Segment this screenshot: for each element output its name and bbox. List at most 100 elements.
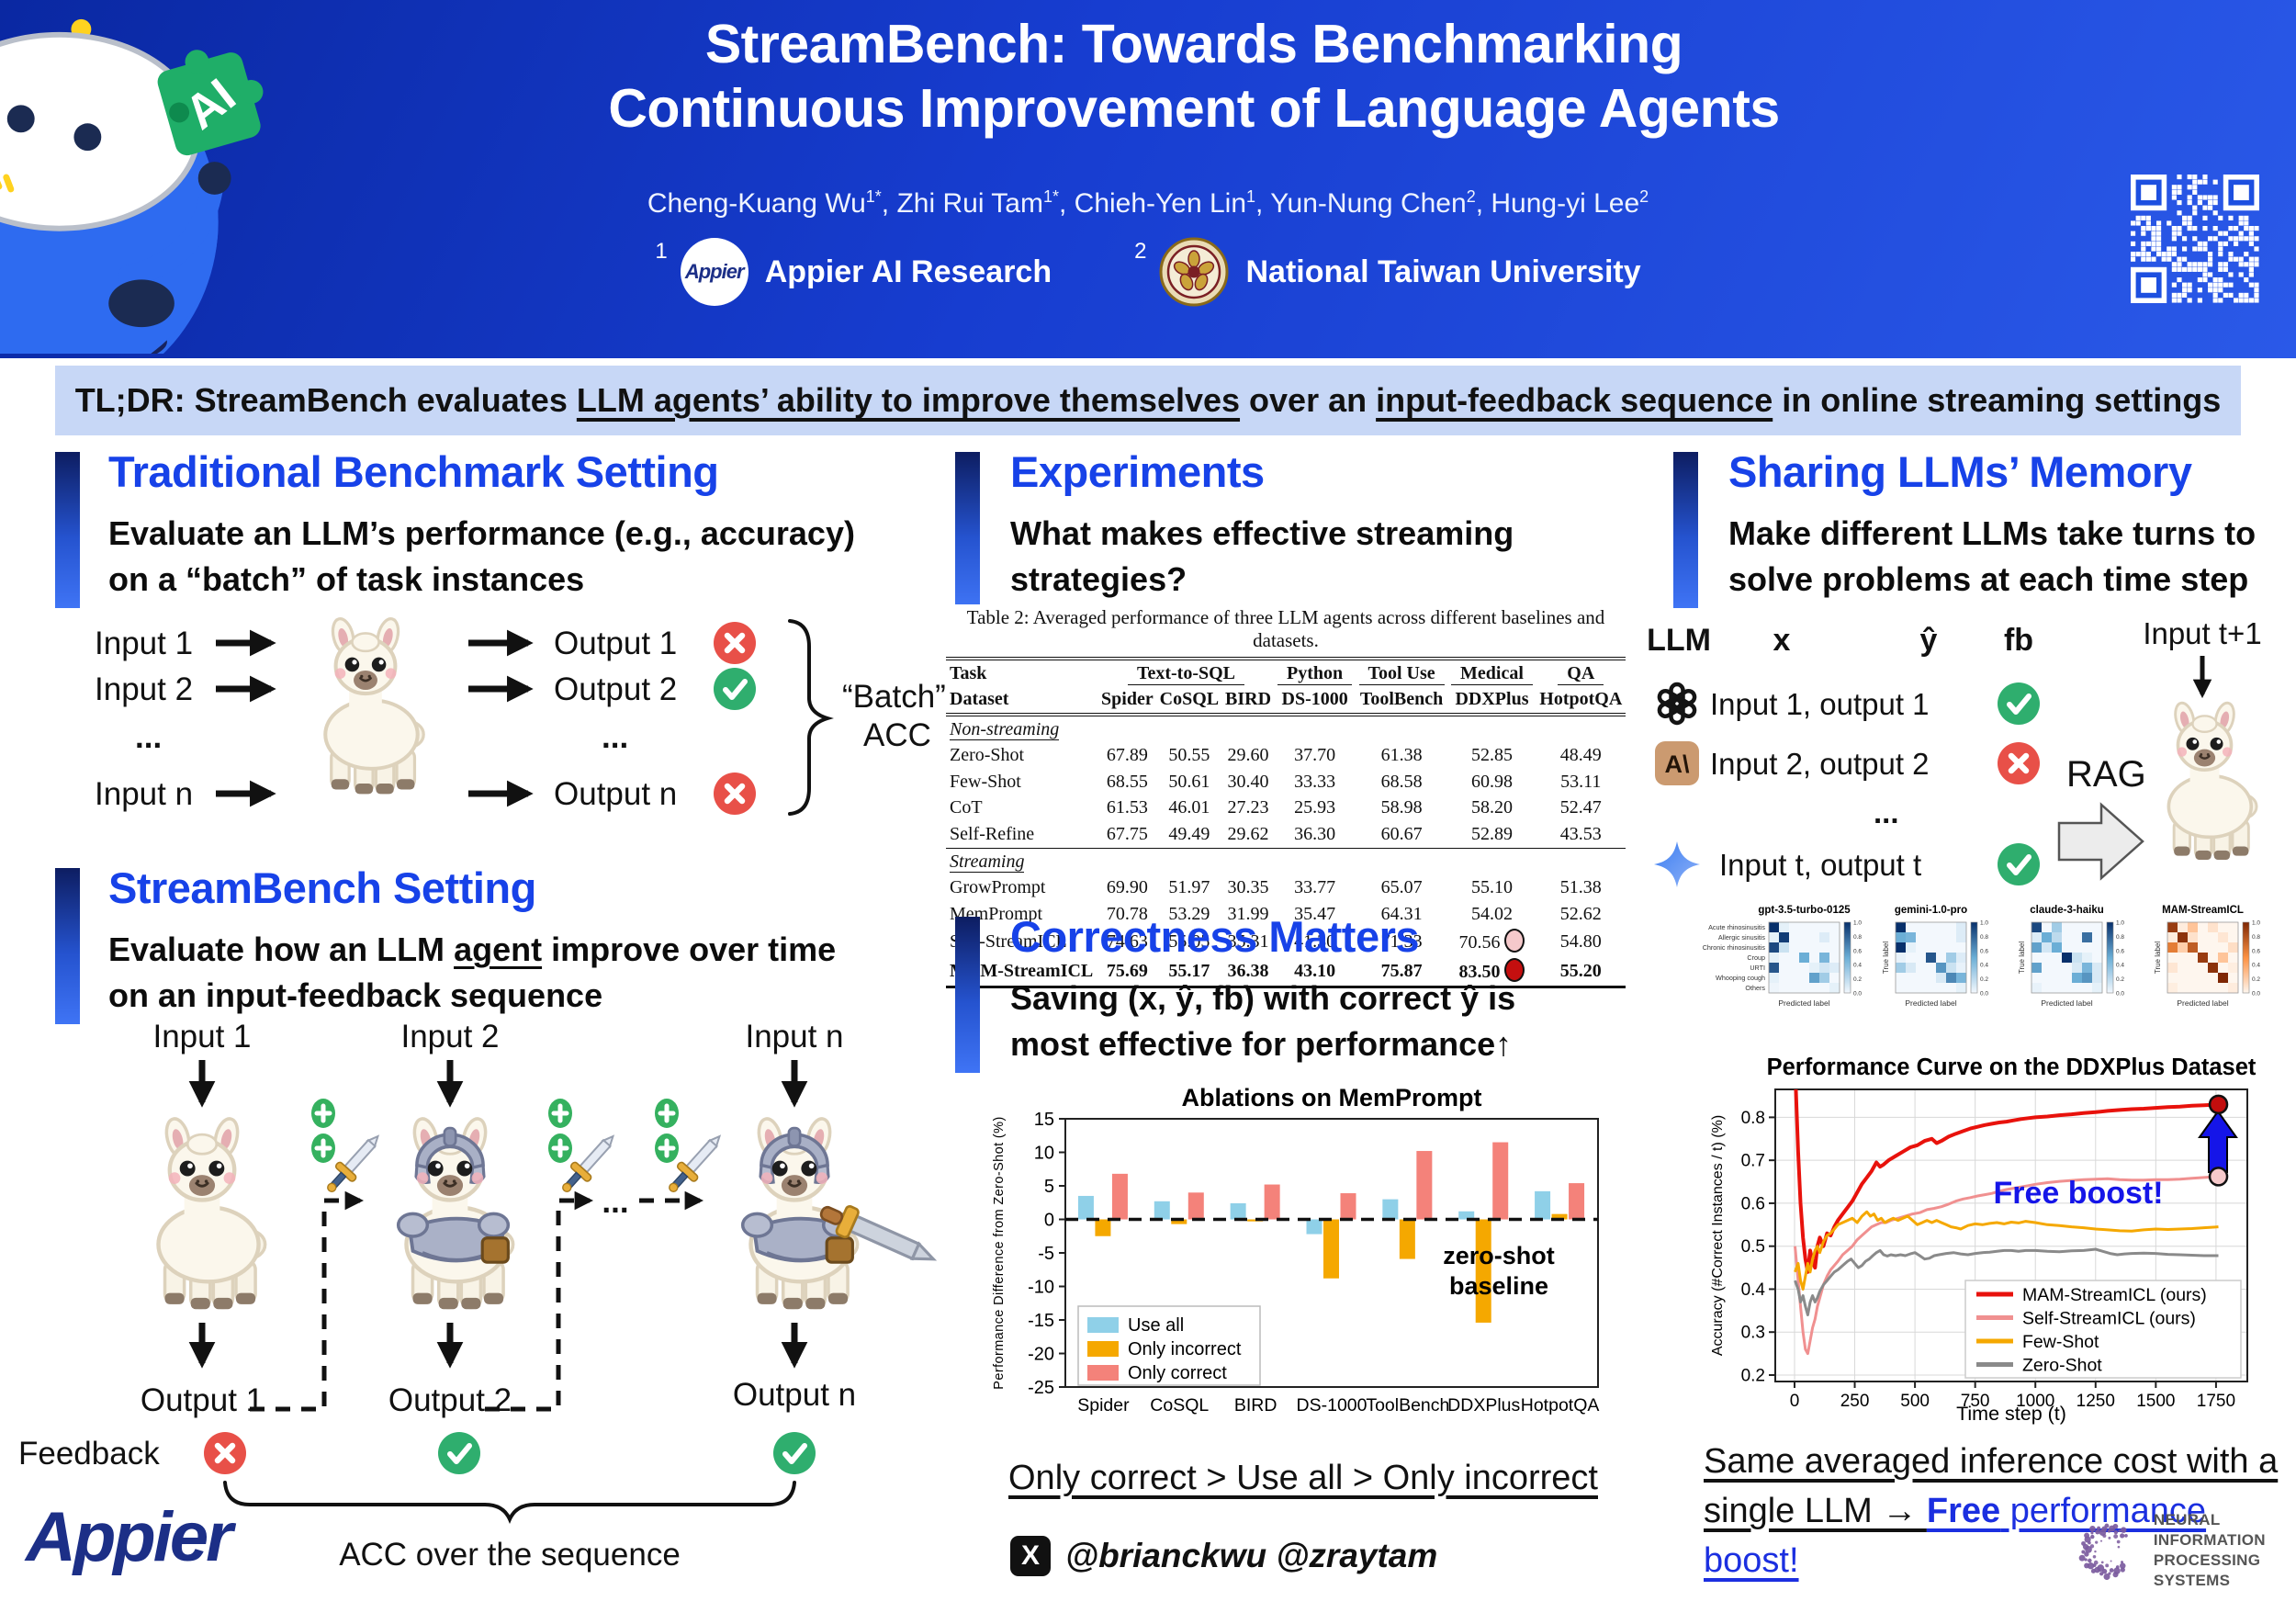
qr-code bbox=[2131, 175, 2259, 303]
svg-text:-15: -15 bbox=[1028, 1311, 1054, 1331]
svg-text:0.6: 0.6 bbox=[2116, 948, 2124, 954]
conclusion-free: Free bbox=[1926, 1491, 2001, 1530]
trad-output2: Output 2 bbox=[554, 671, 677, 707]
curly-brace bbox=[788, 619, 834, 816]
svg-text:0.2: 0.2 bbox=[2116, 976, 2124, 983]
tldr-banner: TL;DR: StreamBench evaluates LLM agents’… bbox=[55, 366, 2241, 435]
memory-dots: ... bbox=[1874, 795, 1899, 829]
svg-text:Self-StreamICL (ours): Self-StreamICL (ours) bbox=[2022, 1309, 2196, 1329]
svg-text:DDXPlus: DDXPlus bbox=[1447, 1395, 1520, 1415]
plus-icon bbox=[655, 1099, 679, 1128]
batch-label2: ACC bbox=[863, 717, 931, 753]
svg-text:1.0: 1.0 bbox=[2252, 920, 2260, 927]
svg-text:-25: -25 bbox=[1028, 1378, 1054, 1398]
correctness-finding: Only correct > Use all > Only incorrect bbox=[1008, 1459, 1598, 1497]
svg-text:10: 10 bbox=[1034, 1144, 1054, 1164]
conclusion: Same averaged inference cost with a sing… bbox=[1704, 1438, 2296, 1586]
experiments-sub-l2: strategies? bbox=[1010, 560, 1187, 599]
svg-text:Acute rhinosinusitis: Acute rhinosinusitis bbox=[1708, 923, 1765, 931]
wrong-icon bbox=[714, 622, 756, 664]
sharing-sub-l1: Make different LLMs take turns to bbox=[1728, 514, 2257, 552]
section-bar-experiments bbox=[955, 452, 980, 608]
svg-text:5: 5 bbox=[1044, 1177, 1054, 1197]
correctness-title: Correctness Matters bbox=[1010, 912, 1420, 961]
llama-icon bbox=[2167, 701, 2258, 861]
svg-text:0.6: 0.6 bbox=[1980, 948, 1988, 954]
memory-row1: Input 1, output 1 bbox=[1710, 687, 1930, 721]
confusion-matrix-claude-3-haiku: claude-3-haiku True label Predicted label 1… bbox=[2018, 905, 2124, 1008]
svg-text:DS-1000: DS-1000 bbox=[1297, 1395, 1367, 1415]
svg-text:Spider: Spider bbox=[1077, 1395, 1130, 1415]
svg-text:Others: Others bbox=[1745, 984, 1765, 992]
svg-text:1000: 1000 bbox=[2016, 1392, 2054, 1411]
svg-text:0.6: 0.6 bbox=[1853, 948, 1862, 954]
memory-header-fb: fb bbox=[2004, 623, 2033, 658]
social-row: X @brianckwu @zraytam bbox=[1010, 1536, 1437, 1576]
svg-text:BIRD: BIRD bbox=[1234, 1395, 1277, 1415]
stream-input1: Input 1 bbox=[152, 1021, 251, 1054]
svg-text:0.8: 0.8 bbox=[1741, 1109, 1765, 1128]
svg-text:0.2: 0.2 bbox=[1741, 1366, 1765, 1385]
svg-text:0.0: 0.0 bbox=[2252, 991, 2260, 998]
svg-text:0.4: 0.4 bbox=[1980, 963, 1988, 969]
svg-text:1.0: 1.0 bbox=[2116, 920, 2124, 927]
svg-text:0.4: 0.4 bbox=[2116, 963, 2124, 969]
svg-text:gpt-3.5-turbo-0125: gpt-3.5-turbo-0125 bbox=[1758, 905, 1851, 916]
ablations-chart: Ablations on MemPrompt 15 10 5 0 -5 -10 -15 -20 -… bbox=[992, 1084, 1599, 1415]
correct-icon bbox=[714, 668, 756, 710]
wrong-icon bbox=[1998, 742, 2040, 784]
conclusion-l2: single LLM → Free performance boost! bbox=[1704, 1487, 2296, 1586]
poster-title: StreamBench: Towards Benchmarking Contin… bbox=[276, 13, 2112, 141]
traditional-sub-l1: Evaluate an LLM’s performance (e.g., acc… bbox=[108, 514, 855, 552]
trad-output1: Output 1 bbox=[554, 626, 677, 661]
svg-text:0.0: 0.0 bbox=[1980, 991, 1988, 998]
svg-text:Predicted label: Predicted label bbox=[2177, 998, 2228, 1008]
confusion-matrix-gpt-3.5-turbo-0125: gpt-3.5-turbo-0125 Acute rhinosinusitis Al… bbox=[1703, 905, 1863, 1008]
neurips-logo bbox=[2078, 1523, 2128, 1581]
sharing-sub-l2: solve problems at each time step bbox=[1728, 560, 2249, 599]
neurips-block: NEURAL INFORMATION PROCESSING SYSTEMS bbox=[2068, 1499, 2296, 1602]
neurips-l1: NEURAL INFORMATION bbox=[2153, 1510, 2266, 1549]
svg-text:Predicted label: Predicted label bbox=[1778, 998, 1829, 1008]
streambench-title: StreamBench Setting bbox=[108, 863, 536, 912]
svg-text:Performance Curve on the DDXPl: Performance Curve on the DDXPlus Dataset bbox=[1767, 1054, 2257, 1080]
svg-text:claude-3-haiku: claude-3-haiku bbox=[2030, 905, 2104, 916]
trad-outputn: Output n bbox=[554, 776, 677, 812]
llama-armored-icon bbox=[396, 1117, 515, 1310]
feedback-label: Feedback bbox=[18, 1436, 160, 1472]
section-bar-correctness bbox=[955, 917, 980, 1073]
svg-text:Accuracy (#Correct Instances /: Accuracy (#Correct Instances / t) (%) bbox=[1710, 1115, 1726, 1356]
authors: Cheng-Kuang Wu1*, Zhi Rui Tam1*, Chieh-Y… bbox=[647, 187, 1649, 219]
experiments-title: Experiments bbox=[1010, 447, 1265, 496]
batch-label1: “Batch” bbox=[842, 679, 946, 715]
tldr-mid: over an bbox=[1240, 381, 1377, 419]
title-line2: Continuous Improvement of Language Agent… bbox=[608, 77, 1780, 139]
affil2-name: National Taiwan University bbox=[1245, 254, 1641, 289]
svg-text:Allergic sinusitis: Allergic sinusitis bbox=[1718, 933, 1766, 942]
plus-icon bbox=[311, 1099, 335, 1128]
stream-outputn: Output n bbox=[733, 1377, 856, 1413]
svg-text:0: 0 bbox=[1790, 1392, 1800, 1411]
svg-text:0.4: 0.4 bbox=[1853, 963, 1862, 969]
svg-text:0.2: 0.2 bbox=[1853, 976, 1862, 983]
svg-text:0.0: 0.0 bbox=[2116, 991, 2124, 998]
conclusion-boost: performance boost! bbox=[1704, 1491, 2207, 1580]
affil1-sup: 1 bbox=[655, 239, 668, 264]
appier-logo: Appier bbox=[26, 1498, 233, 1576]
rag-arrow-icon bbox=[2057, 802, 2144, 881]
svg-text:Free boost!: Free boost! bbox=[1993, 1176, 2163, 1211]
neurips-l2: PROCESSING SYSTEMS bbox=[2153, 1551, 2261, 1590]
svg-text:15: 15 bbox=[1034, 1110, 1054, 1130]
svg-text:0.4: 0.4 bbox=[1741, 1280, 1766, 1300]
svg-text:0.5: 0.5 bbox=[1741, 1237, 1765, 1257]
trad-inputn: Input n bbox=[95, 776, 193, 812]
svg-text:0.0: 0.0 bbox=[1853, 991, 1862, 998]
header-banner: AI StreamBench: Towards Benchmarking Con… bbox=[0, 0, 2296, 358]
svg-text:0.3: 0.3 bbox=[1741, 1324, 1765, 1343]
appier-logo-icon: Appier bbox=[680, 238, 748, 306]
correctness-sub-l1: Saving (x, ŷ, fb) with correct ŷ is bbox=[1010, 979, 1516, 1017]
stream-sub-agent: agent bbox=[454, 930, 543, 968]
svg-text:1.0: 1.0 bbox=[1853, 920, 1862, 927]
correct-icon bbox=[438, 1432, 480, 1474]
ntu-emblem-icon bbox=[1159, 237, 1229, 307]
